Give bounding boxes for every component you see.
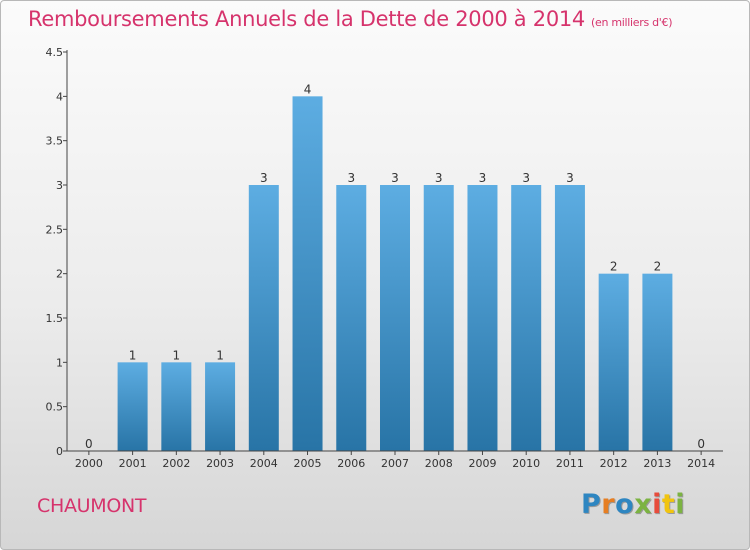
value-label-2004: 3 xyxy=(260,171,268,185)
bar-2004 xyxy=(248,185,279,451)
x-tick-label-2009: 2009 xyxy=(468,457,496,470)
value-label-2002: 1 xyxy=(173,348,181,362)
y-tick-label: 2 xyxy=(56,268,63,281)
bar-2006 xyxy=(336,185,367,451)
value-label-2001: 1 xyxy=(129,348,137,362)
chart-title: Remboursements Annuels de la Dette de 20… xyxy=(28,7,672,31)
value-label-2000: 0 xyxy=(85,437,93,451)
bar-2010 xyxy=(511,185,542,451)
value-label-2007: 3 xyxy=(391,171,399,185)
value-label-2005: 4 xyxy=(304,82,312,96)
bar-2012 xyxy=(598,273,629,451)
y-tick-label: 0 xyxy=(56,445,63,458)
bar-2005 xyxy=(292,96,323,451)
x-tick-label-2012: 2012 xyxy=(600,457,628,470)
x-tick-label-2011: 2011 xyxy=(556,457,584,470)
bar-2011 xyxy=(554,185,585,451)
y-tick-label: 1 xyxy=(56,356,63,369)
logo-letter: x xyxy=(634,489,653,520)
y-tick-label: 3.5 xyxy=(46,135,64,148)
value-label-2013: 2 xyxy=(654,260,662,274)
x-tick-label-2003: 2003 xyxy=(206,457,234,470)
bar-2007 xyxy=(380,185,410,451)
x-tick-label-2004: 2004 xyxy=(250,457,278,470)
x-tick-label-2006: 2006 xyxy=(337,457,365,470)
commune-name: CHAUMONT xyxy=(37,495,147,517)
x-tick-label-2005: 2005 xyxy=(294,457,322,470)
x-tick-label-2000: 2000 xyxy=(75,457,103,470)
value-label-2014: 0 xyxy=(697,437,705,451)
bar-2008 xyxy=(423,185,454,451)
value-label-2010: 3 xyxy=(522,171,530,185)
y-tick-label: 1.5 xyxy=(46,312,64,325)
logo-letter: r xyxy=(601,489,616,520)
x-tick-label-2013: 2013 xyxy=(643,457,671,470)
bar-2001 xyxy=(117,362,148,451)
logo-letter: t xyxy=(661,489,676,520)
value-label-2009: 3 xyxy=(479,171,487,185)
chart-unit: (en milliers d'€) xyxy=(591,16,673,29)
x-tick-label-2008: 2008 xyxy=(425,457,453,470)
x-tick-label-2014: 2014 xyxy=(687,457,715,470)
bar-2009 xyxy=(467,185,498,451)
y-tick-label: 0.5 xyxy=(46,401,64,414)
bar-2013 xyxy=(642,273,673,451)
y-tick-label: 4 xyxy=(56,90,63,103)
x-tick-label-2010: 2010 xyxy=(512,457,540,470)
bar-2003 xyxy=(205,362,236,451)
y-tick-label: 3 xyxy=(56,179,63,192)
logo-letter: i xyxy=(675,489,686,520)
y-tick-label: 4.5 xyxy=(46,46,64,59)
value-label-2003: 1 xyxy=(216,348,224,362)
logo-letter: P xyxy=(581,489,602,520)
value-label-2008: 3 xyxy=(435,171,443,185)
y-tick-label: 2.5 xyxy=(46,223,64,236)
x-tick-label-2001: 2001 xyxy=(119,457,147,470)
x-tick-label-2007: 2007 xyxy=(381,457,409,470)
value-label-2006: 3 xyxy=(347,171,355,185)
logo-letter: i xyxy=(652,489,662,520)
logo-letter: o xyxy=(615,489,635,520)
chart-title-text: Remboursements Annuels de la Dette de 20… xyxy=(28,7,585,31)
x-tick-label-2002: 2002 xyxy=(162,457,190,470)
proxiti-logo[interactable]: Proxiti xyxy=(581,489,685,520)
value-label-2012: 2 xyxy=(610,260,618,274)
bar-2002 xyxy=(161,362,192,451)
value-label-2011: 3 xyxy=(566,171,574,185)
